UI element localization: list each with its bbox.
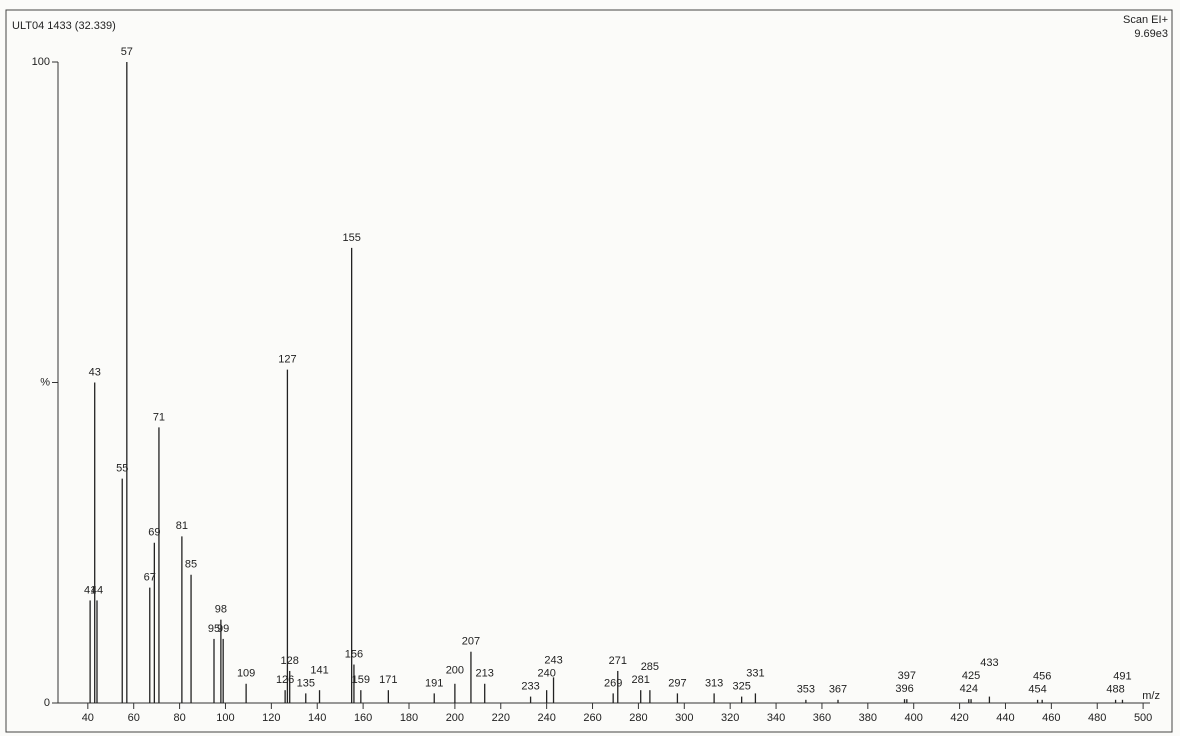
peak-label: 67 xyxy=(144,572,156,584)
x-tick-label: 500 xyxy=(1134,712,1152,724)
peak-label: 109 xyxy=(237,668,255,680)
peak-label: 331 xyxy=(746,667,764,679)
peak-label: 135 xyxy=(297,677,315,689)
peak-label: 141 xyxy=(310,664,328,676)
peak-label: 213 xyxy=(476,668,494,680)
peak-label: 454 xyxy=(1028,684,1046,696)
peak-label: 128 xyxy=(281,655,299,667)
peak-label: 396 xyxy=(895,683,913,695)
peak-label: 81 xyxy=(176,520,188,532)
y-tick-label: 100 xyxy=(32,56,50,68)
peak-label: 155 xyxy=(342,232,360,244)
x-tick-label: 80 xyxy=(173,712,185,724)
x-axis-label: m/z xyxy=(1142,690,1160,702)
x-tick-label: 260 xyxy=(583,712,601,724)
x-tick-label: 100 xyxy=(216,712,234,724)
base-intensity: 9.69e3 xyxy=(1134,28,1168,40)
x-tick-label: 180 xyxy=(400,712,418,724)
peak-label: 456 xyxy=(1033,671,1051,683)
peak-label: 156 xyxy=(345,648,363,660)
chart-title: ULT04 1433 (32.339) xyxy=(12,20,116,32)
peak-label: 397 xyxy=(898,670,916,682)
x-tick-label: 280 xyxy=(629,712,647,724)
y-tick-label: % xyxy=(40,376,50,388)
x-tick-label: 340 xyxy=(767,712,785,724)
x-tick-label: 60 xyxy=(128,712,140,724)
x-tick-label: 160 xyxy=(354,712,372,724)
x-tick-label: 400 xyxy=(905,712,923,724)
peak-label: 200 xyxy=(446,664,464,676)
x-tick-label: 40 xyxy=(82,712,94,724)
peak-label: 243 xyxy=(544,654,562,666)
peak-label: 313 xyxy=(705,677,723,689)
x-tick-label: 460 xyxy=(1042,712,1060,724)
peak-label: 55 xyxy=(116,463,128,475)
x-tick-label: 320 xyxy=(721,712,739,724)
x-tick-label: 360 xyxy=(813,712,831,724)
peak-label: 353 xyxy=(797,684,815,696)
peak-label: 325 xyxy=(732,680,750,692)
peak-label: 41 xyxy=(84,584,96,596)
scan-mode: Scan EI+ xyxy=(1123,14,1168,26)
y-tick-label: 0 xyxy=(44,697,50,709)
peak-label: 171 xyxy=(379,674,397,686)
peak-label: 99 xyxy=(217,623,229,635)
x-tick-label: 120 xyxy=(262,712,280,724)
peak-label: 191 xyxy=(425,677,443,689)
peak-label: 424 xyxy=(960,683,978,695)
peak-label: 269 xyxy=(604,677,622,689)
peak-label: 285 xyxy=(641,661,659,673)
peak-label: 433 xyxy=(980,657,998,669)
peak-label: 126 xyxy=(276,674,294,686)
x-tick-label: 420 xyxy=(950,712,968,724)
x-tick-label: 480 xyxy=(1088,712,1106,724)
peak-label: 491 xyxy=(1113,671,1131,683)
frame xyxy=(5,9,1173,733)
peak-label: 425 xyxy=(962,670,980,682)
peak-label: 240 xyxy=(537,667,555,679)
peak-label: 233 xyxy=(521,680,539,692)
peak-label: 271 xyxy=(609,655,627,667)
peak-label: 127 xyxy=(278,354,296,366)
peak-label: 57 xyxy=(121,46,133,58)
peak-label: 159 xyxy=(352,674,370,686)
x-tick-label: 300 xyxy=(675,712,693,724)
peak-label: 488 xyxy=(1106,684,1124,696)
x-tick-label: 200 xyxy=(446,712,464,724)
peak-label: 207 xyxy=(462,636,480,648)
peak-label: 297 xyxy=(668,677,686,689)
peak-label: 43 xyxy=(89,366,101,378)
peak-label: 85 xyxy=(185,559,197,571)
peak-label: 281 xyxy=(632,674,650,686)
peak-label: 98 xyxy=(215,604,227,616)
x-tick-label: 220 xyxy=(492,712,510,724)
peak-label: 95 xyxy=(208,623,220,635)
peak-label: 69 xyxy=(148,527,160,539)
x-tick-label: 380 xyxy=(859,712,877,724)
x-tick-label: 240 xyxy=(537,712,555,724)
x-tick-label: 440 xyxy=(996,712,1014,724)
peak-label: 71 xyxy=(153,411,165,423)
peak-label: 44 xyxy=(91,584,103,596)
x-tick-label: 140 xyxy=(308,712,326,724)
peak-label: 367 xyxy=(829,684,847,696)
